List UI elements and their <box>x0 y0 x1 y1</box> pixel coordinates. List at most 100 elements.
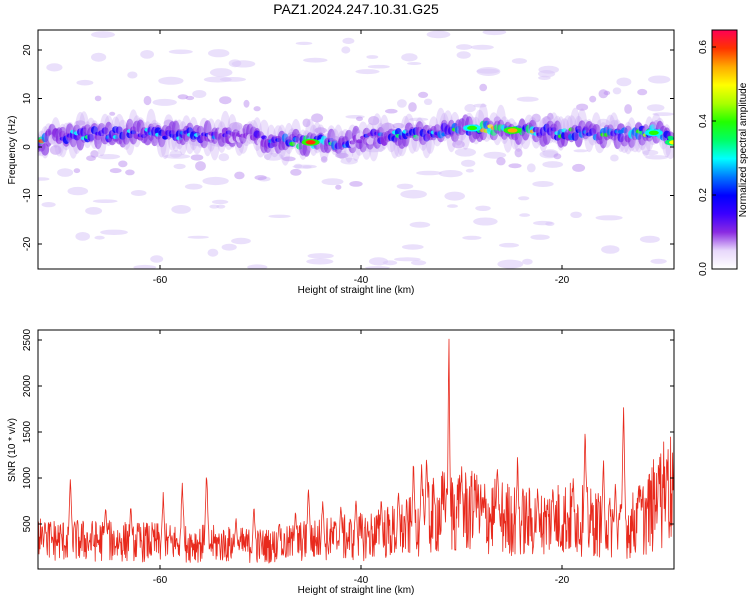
heatmap-cell <box>307 253 334 259</box>
heatmap-cell <box>637 88 648 96</box>
top-ytick-label: 10 <box>22 93 33 105</box>
heatmap-cell <box>601 245 620 254</box>
heatmap-cell <box>190 154 204 161</box>
heatmap-cell <box>335 152 349 159</box>
heatmap-cell <box>526 163 536 173</box>
heatmap-cell <box>171 205 191 214</box>
heatmap-cell <box>306 258 334 265</box>
heatmap-cell <box>302 118 311 128</box>
heatmap-cell <box>208 49 230 58</box>
colorbar: 0.0 0.2 0.4 0.6 Normalized spectral ampl… <box>698 29 749 276</box>
heatmap-cell <box>418 91 429 98</box>
heatmap-cell <box>496 157 506 166</box>
heatmap-cell <box>49 145 62 155</box>
bottom-ytick-label: 1000 <box>22 466 33 489</box>
heatmap-cell <box>133 264 157 269</box>
heatmap-cell <box>41 202 56 208</box>
heatmap-cell <box>667 135 674 140</box>
heatmap-cell <box>289 141 296 146</box>
heatmap-cell <box>168 49 193 55</box>
heatmap-cell <box>570 211 582 218</box>
heatmap-cell <box>231 237 251 245</box>
heatmap-cell <box>473 103 487 108</box>
heatmap-cell <box>408 102 417 112</box>
heatmap-cell <box>595 215 623 221</box>
heatmap-cell <box>522 258 533 265</box>
heatmap-cell <box>518 196 530 201</box>
heatmap-cell <box>253 106 261 112</box>
heatmap-cell <box>207 248 219 257</box>
bottom-ytick-label: 500 <box>22 515 33 532</box>
heatmap-cell <box>261 135 268 140</box>
heatmap-cell <box>553 153 562 160</box>
heatmap-cell <box>295 41 313 46</box>
heatmap-cell <box>67 186 89 196</box>
heatmap-cell <box>229 122 243 131</box>
heatmap-cell <box>173 163 186 170</box>
heatmap-cell <box>392 122 405 129</box>
heatmap-cell <box>202 176 229 186</box>
heatmap-cell <box>302 165 312 169</box>
heatmap-cell <box>411 260 427 266</box>
top-ytick-label: -10 <box>22 188 33 203</box>
heatmap-cell <box>211 199 229 205</box>
colorbar-gradient <box>711 29 738 270</box>
heatmap-cell <box>645 155 669 160</box>
heatmap-cell <box>263 153 284 161</box>
snr-xticks: -60 -40 -20 <box>153 330 570 586</box>
heatmap-cell <box>416 170 442 176</box>
heatmap-cell <box>38 177 50 181</box>
heatmap-cell <box>355 69 380 75</box>
spectrogram-xticks: -60 -40 -20 <box>153 30 570 286</box>
heatmap-cell <box>465 168 474 173</box>
heatmap-cell <box>218 153 230 162</box>
heatmap-cell <box>648 75 671 84</box>
heatmap-cell <box>447 204 458 208</box>
heatmap-cell <box>400 189 427 199</box>
heatmap-cell <box>294 163 303 169</box>
heatmap-cell <box>365 266 390 269</box>
heatmap-cell <box>340 157 358 165</box>
heatmap-cell <box>243 99 250 108</box>
heatmap-cell <box>409 117 429 122</box>
heatmap-cell <box>290 168 302 176</box>
heatmap-cell <box>91 52 107 62</box>
heatmap-cell <box>305 140 316 145</box>
heatmap-cell <box>341 46 351 54</box>
heatmap-cell <box>461 159 476 167</box>
heatmap-cell <box>464 104 476 113</box>
colorbar-label: Normalized spectral amplitude <box>738 82 749 217</box>
heatmap-cell <box>75 120 86 126</box>
heatmap-cell <box>143 95 152 106</box>
heatmap-cell <box>456 44 473 50</box>
bottom-ytick-label: 1500 <box>22 420 33 443</box>
heatmap-cell <box>91 31 115 38</box>
heatmap-cell <box>150 255 164 263</box>
top-y-axis-label: Frequency (Hz) <box>7 116 18 185</box>
heatmap-cell <box>542 161 564 168</box>
heatmap-cell <box>184 183 203 190</box>
heatmap-cell <box>321 178 344 186</box>
heatmap-cell <box>545 221 555 226</box>
heatmap-cell <box>409 221 431 228</box>
bottom-x-axis-label: Height of straight line (km) <box>298 585 415 596</box>
heatmap-cell <box>185 95 195 101</box>
heatmap-cell <box>90 150 99 158</box>
heatmap-cell <box>73 168 81 174</box>
heatmap-cell <box>97 154 121 160</box>
heatmap-cell <box>572 163 586 172</box>
heatmap-cell <box>538 65 559 74</box>
heatmap-cell <box>195 161 206 171</box>
heatmap-cell <box>652 112 674 116</box>
top-ytick-label: 0 <box>22 144 33 150</box>
bottom-xtick-label: -60 <box>153 575 168 586</box>
snr-series-line <box>38 338 674 564</box>
heatmap-cell <box>94 235 105 240</box>
heatmap-cell <box>610 154 619 162</box>
heatmap-cell <box>438 170 463 178</box>
heatmap-cell <box>320 156 328 163</box>
heatmap-cell <box>152 98 177 106</box>
colorbar-tick-label: 0.0 <box>698 262 709 276</box>
top-xtick-label: -60 <box>153 275 168 286</box>
heatmap-cell <box>140 50 155 59</box>
